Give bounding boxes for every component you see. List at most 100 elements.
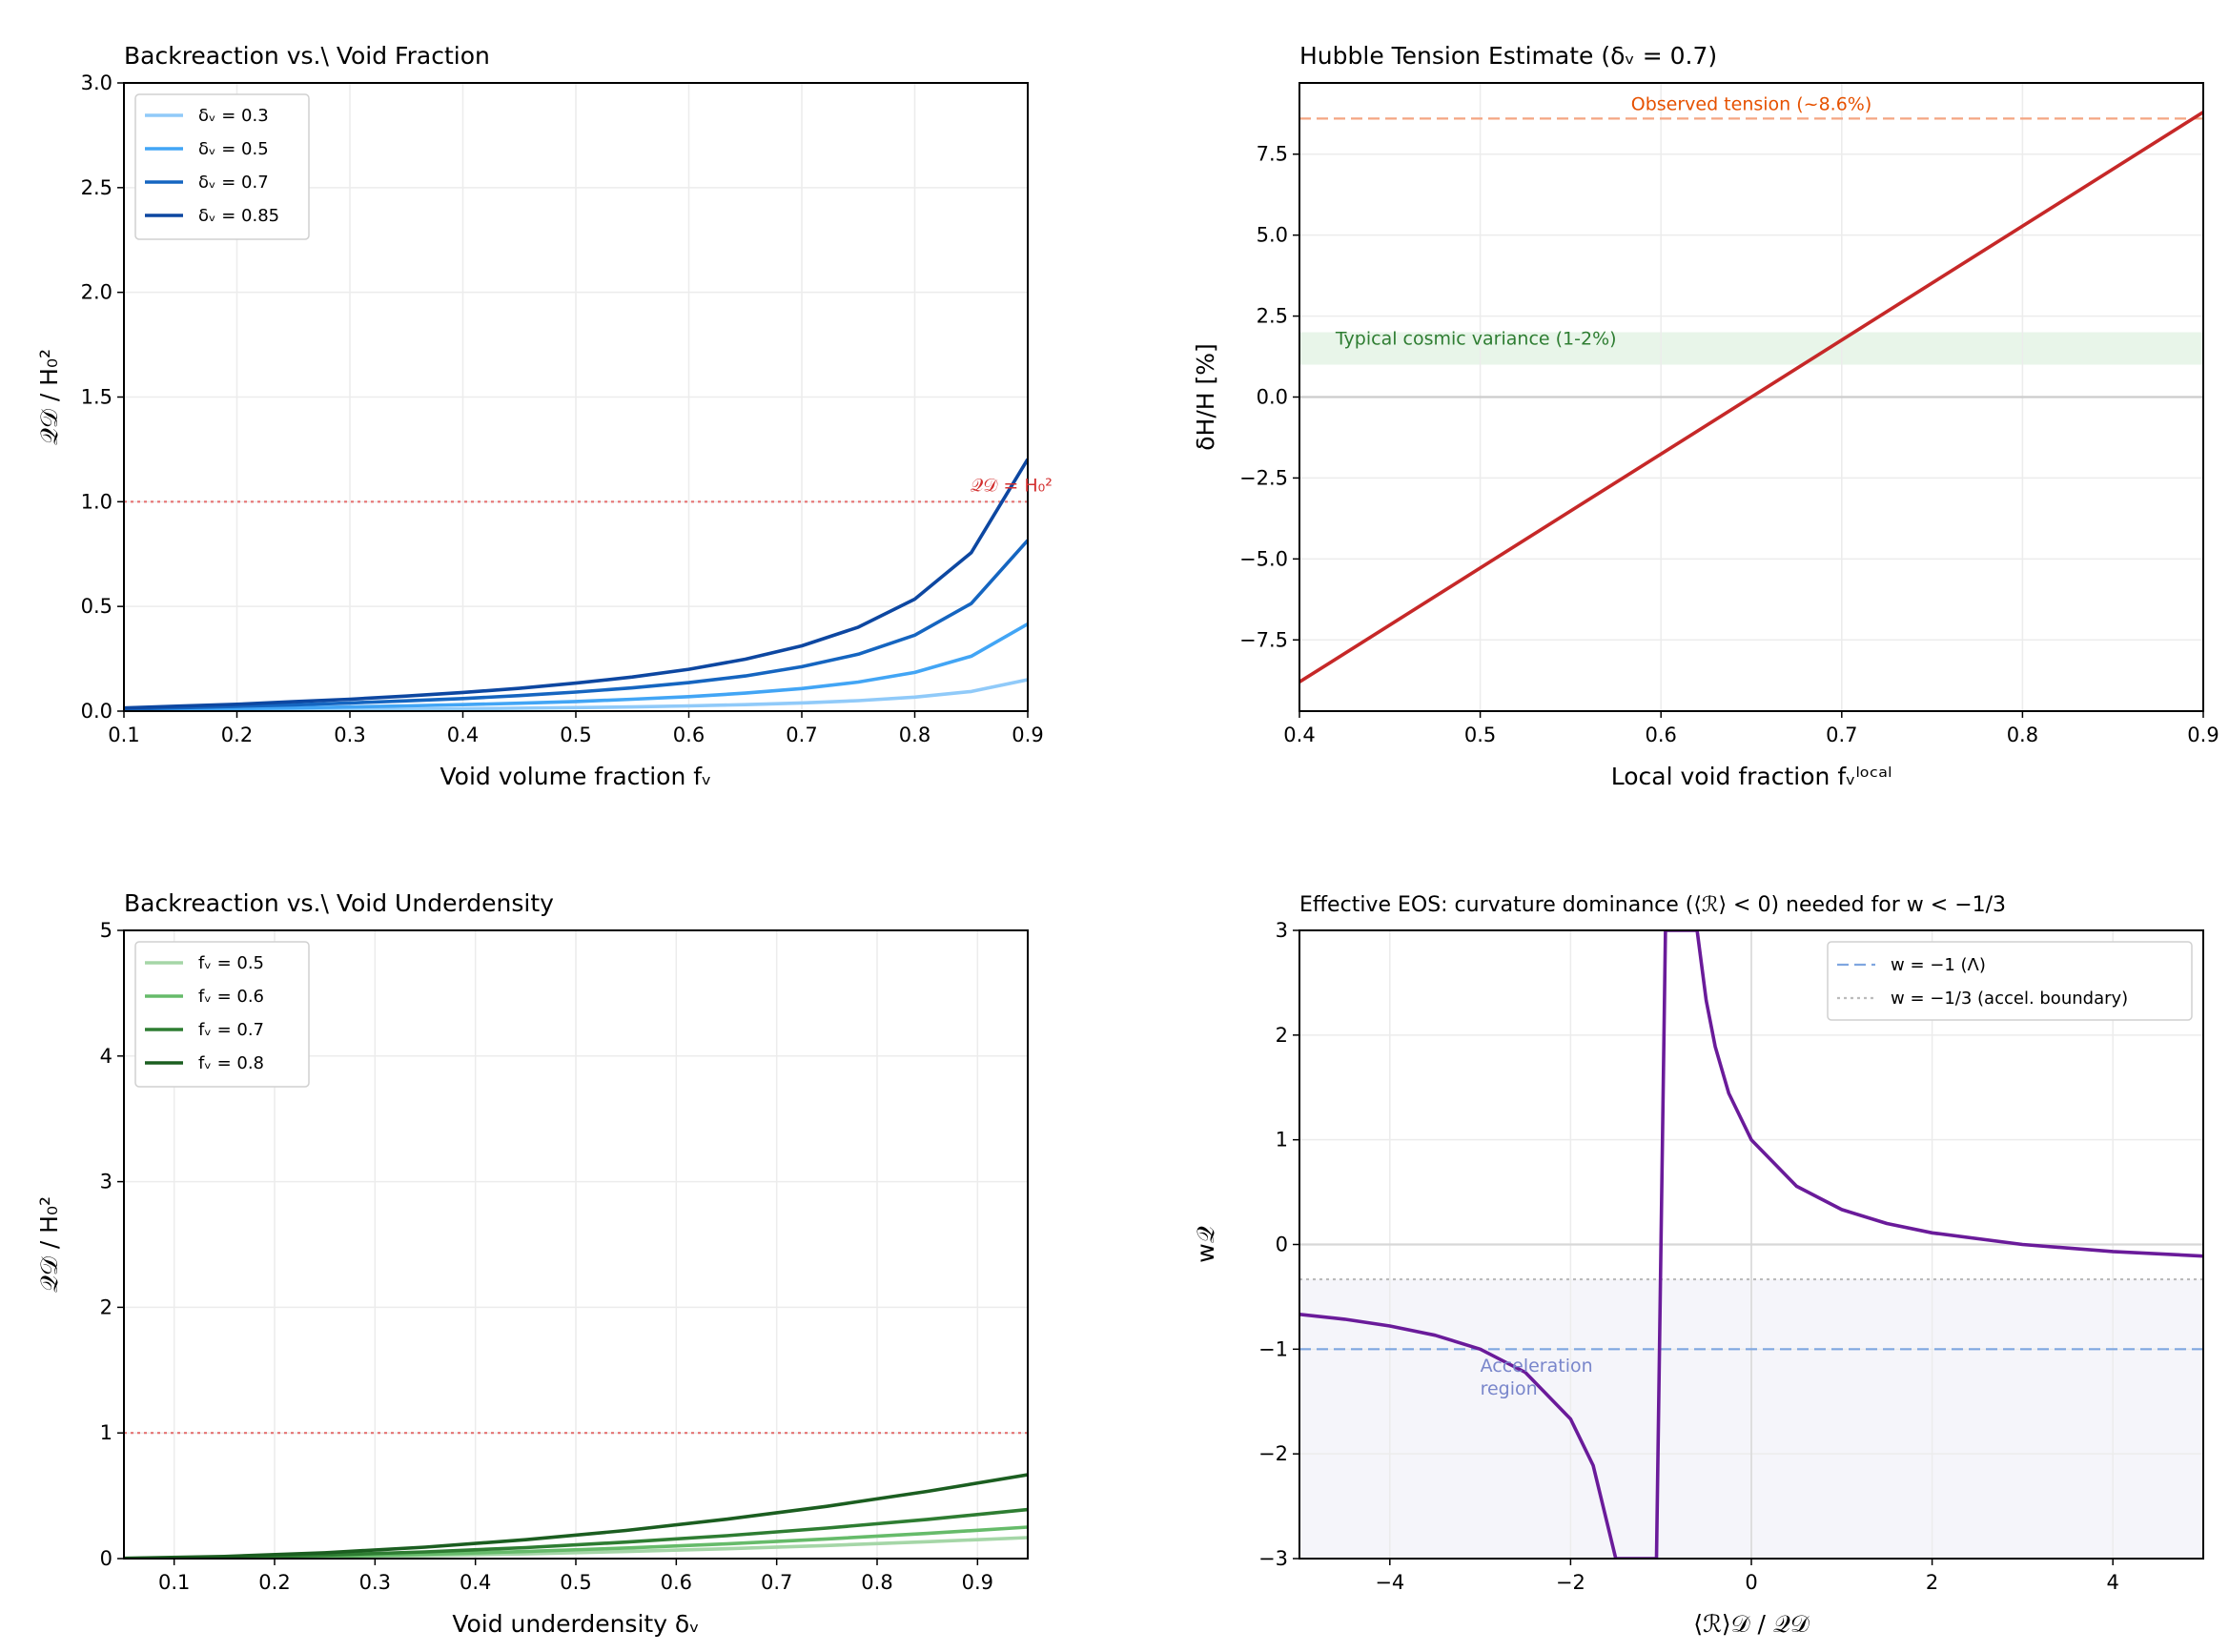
legend-box [134,941,310,1088]
chart-title: Backreaction vs.\ Void Fraction [124,42,490,70]
series-line-0 [1299,111,2203,683]
x-axis-label: Void volume fraction fᵥ [440,763,712,790]
legend-label: δᵥ = 0.7 [198,173,269,193]
legend-label: δᵥ = 0.85 [198,206,279,226]
legend-label: fᵥ = 0.5 [198,953,264,973]
x-tick-label: 0.3 [359,1571,391,1594]
x-axis-label: Local void fraction fᵥˡᵒᶜᵃˡ [1611,763,1892,790]
y-tick-label: 2.0 [81,281,112,304]
x-tick-label: 0.9 [962,1571,993,1594]
legend: δᵥ = 0.3 δᵥ = 0.5 δᵥ = 0.7 δᵥ = 0.85 [134,93,310,240]
legend-label: fᵥ = 0.8 [198,1053,264,1073]
annotation-text: Typical cosmic variance (1-2%) [1335,329,1617,350]
y-tick-label: −2 [1258,1442,1288,1465]
y-tick-label: 3.0 [81,71,112,94]
legend: fᵥ = 0.5 fᵥ = 0.6 fᵥ = 0.7 fᵥ = 0.8 [134,941,310,1088]
x-tick-label: 0.2 [258,1571,290,1594]
x-tick-label: 0.4 [447,724,479,746]
y-tick-label: 0.5 [81,595,112,618]
y-axis-label: w𝒬 [1192,1226,1219,1262]
y-tick-label: 2 [1276,1024,1288,1047]
x-tick-label: 0.9 [1012,724,1043,746]
x-tick-label: 2 [1926,1571,1938,1594]
series-line-3 [124,1473,1028,1559]
chart-panel-2: 0.1 0.2 0.3 0.4 0.5 0.6 0.7 0.8 0.9 0 1 2 3 4 5 Backrea… [35,889,1029,1638]
y-tick-label: 0 [100,1547,112,1570]
x-tick-label: −2 [1556,1571,1585,1594]
x-tick-label: 0.4 [460,1571,491,1594]
y-tick-label: 1 [100,1421,112,1444]
y-tick-label: −2.5 [1239,466,1288,489]
x-axis-label: ⟨ℛ⟩𝒟 / 𝒬𝒟 [1693,1610,1810,1638]
y-tick-label: 7.5 [1257,143,1288,166]
y-tick-label: 5.0 [1257,224,1288,247]
chart-panel-1: 0.4 0.5 0.6 0.7 0.8 0.9 −7.5 −5.0 −2.5 0.0 2.5 5.0 7… [1192,42,2219,790]
x-tick-label: 0.4 [1283,724,1315,746]
legend: w = −1 (Λ) w = −1/3 (accel. boundary) [1827,941,2193,1021]
x-tick-label: 0 [1745,1571,1757,1594]
chart-title: Backreaction vs.\ Void Underdensity [124,889,554,917]
y-tick-label: −3 [1258,1547,1288,1570]
series-line-1 [124,622,1028,711]
x-tick-label: 0.5 [1464,724,1496,746]
y-tick-label: 3 [100,1171,112,1193]
x-tick-label: 0.6 [1645,724,1676,746]
series-line-3 [124,458,1028,710]
legend-box [1827,941,2193,1021]
y-tick-label: 1 [1276,1129,1288,1152]
legend-label: w = −1 (Λ) [1891,955,1986,975]
y-tick-label: 2.5 [1257,305,1288,328]
x-axis-label: Void underdensity δᵥ [452,1610,699,1638]
annotation-text: Acceleration [1481,1356,1593,1377]
y-tick-label: 5 [100,919,112,942]
y-tick-label: −1 [1258,1337,1288,1360]
y-tick-label: 2.5 [81,176,112,199]
legend-label: δᵥ = 0.3 [198,106,269,126]
x-tick-label: 0.7 [761,1571,792,1594]
x-tick-label: 0.8 [899,724,930,746]
x-tick-label: 0.9 [2187,724,2219,746]
x-tick-label: 0.2 [221,724,253,746]
legend-label: fᵥ = 0.7 [198,1020,264,1040]
chart-panel-0: 0.1 0.2 0.3 0.4 0.5 0.6 0.7 0.8 0.9 0.0 0.5 1.0 1.5 2… [35,42,1053,790]
x-tick-label: −4 [1375,1571,1404,1594]
x-tick-label: 0.8 [861,1571,892,1594]
chart-panel-3: −4 −2 0 2 4 −3 −2 −1 0 1 2 3 Effective EOS: curvatur… [1192,893,2204,1638]
series-line-0 [1299,930,2203,1559]
x-tick-label: 0.1 [158,1571,190,1594]
y-tick-label: −7.5 [1239,628,1288,651]
annotation-text-2: region [1481,1378,1538,1399]
x-tick-label: 0.1 [108,724,139,746]
y-tick-label: 0.0 [1257,386,1288,409]
y-tick-label: 0.0 [81,700,112,723]
legend-label: fᵥ = 0.6 [198,987,264,1007]
series-line-2 [124,539,1028,711]
x-tick-label: 0.7 [1826,724,1857,746]
y-tick-label: 1.5 [81,386,112,409]
y-tick-label: 1.0 [81,490,112,513]
x-tick-label: 0.7 [786,724,817,746]
legend-label: w = −1/3 (accel. boundary) [1891,989,2128,1009]
x-tick-label: 0.5 [560,1571,591,1594]
chart-title: Hubble Tension Estimate (δᵥ = 0.7) [1299,42,1717,70]
annotation-text: 𝒬𝒟 = H₀² [971,476,1053,497]
y-axis-label: 𝒬𝒟 / H₀² [35,349,63,445]
chart-title: Effective EOS: curvature dominance (⟨ℛ⟩ … [1299,893,2006,917]
y-axis-label: 𝒬𝒟 / H₀² [35,1196,63,1293]
series-line-0 [124,678,1028,711]
x-tick-label: 0.6 [661,1571,692,1594]
y-axis-label: δH/H [%] [1192,343,1219,451]
x-tick-label: 0.6 [673,724,705,746]
x-tick-label: 4 [2107,1571,2119,1594]
y-tick-label: 3 [1276,919,1288,942]
x-tick-label: 0.5 [560,724,591,746]
y-tick-label: 2 [100,1295,112,1318]
x-tick-label: 0.3 [334,724,365,746]
legend-box [134,93,310,240]
y-tick-label: 0 [1276,1234,1288,1256]
y-tick-label: −5.0 [1239,547,1288,570]
shaded-band [1299,332,2203,365]
legend-label: δᵥ = 0.5 [198,139,269,159]
y-tick-label: 4 [100,1045,112,1068]
